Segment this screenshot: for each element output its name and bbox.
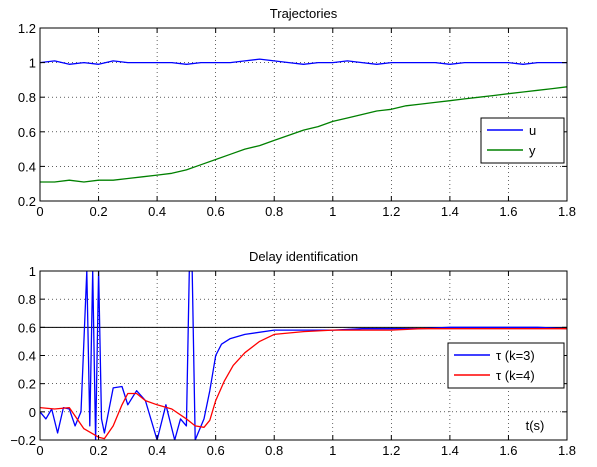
y-tick-label: 0.8	[18, 90, 36, 105]
x-tick-label: 0	[36, 443, 43, 458]
y-tick-label: −0.2	[10, 433, 36, 448]
y-tick-label: 1.2	[18, 21, 36, 36]
x-tick-label: 1.8	[558, 443, 576, 458]
legend-box	[447, 342, 565, 389]
series-line-2	[40, 86, 567, 183]
x-tick-label: 1.6	[499, 443, 517, 458]
legend-label-1: τ (k=3)	[496, 348, 535, 363]
y-tick-label: 0.2	[18, 377, 36, 392]
y-tick-label: 0	[29, 405, 36, 420]
series-group	[40, 271, 567, 440]
chart-title: Trajectories	[270, 6, 338, 21]
x-tick-label: 0.6	[207, 204, 225, 219]
legend: uy	[480, 117, 565, 164]
series-line-2	[40, 328, 567, 440]
x-tick-label: 1.2	[382, 204, 400, 219]
x-tick-label: 0.6	[207, 443, 225, 458]
y-tick-label: 1	[29, 264, 36, 279]
y-tick-label: 0.4	[18, 159, 36, 174]
legend-label-2: τ (k=4)	[496, 368, 535, 383]
x-axis-label: t(s)	[526, 418, 545, 433]
y-tick-label: 0.6	[18, 125, 36, 140]
x-tick-label: 1.4	[441, 204, 459, 219]
x-tick-label: 0	[36, 204, 43, 219]
x-tick-label: 0.4	[148, 443, 166, 458]
trajectories-plot: 0 0.2 0.4 0.6 0.8 1 1.2 1.4 1.6 1.80.20.40.60.811…	[18, 6, 576, 219]
x-tick-label: 0.2	[90, 204, 108, 219]
x-tick-label: 0.4	[148, 204, 166, 219]
legend-label-2: y	[529, 143, 536, 158]
x-tick-label: 1.2	[382, 443, 400, 458]
chart-title: Delay identification	[249, 249, 358, 264]
plot-area	[40, 28, 567, 201]
series-line-1	[40, 271, 567, 440]
x-tick-label: 0.8	[265, 443, 283, 458]
delay-identification-plot: 0 0.2 0.4 0.6 0.8 1 1.2 1.4 1.6 1.8−0.200.20.40.6…	[10, 249, 576, 458]
x-tick-label: 1	[329, 204, 336, 219]
y-tick-label: 0.2	[18, 194, 36, 209]
legend-label-1: u	[529, 123, 536, 138]
x-tick-label: 1.8	[558, 204, 576, 219]
y-tick-label: 0.4	[18, 349, 36, 364]
x-tick-label: 0.2	[90, 443, 108, 458]
x-tick-label: 1.4	[441, 443, 459, 458]
legend-box	[480, 117, 565, 164]
series-group	[40, 58, 567, 183]
y-tick-label: 0.8	[18, 292, 36, 307]
series-line-1	[40, 58, 567, 65]
x-tick-label: 1	[329, 443, 336, 458]
y-tick-label: 0.6	[18, 320, 36, 335]
axes-box	[39, 27, 568, 202]
y-tick-label: 1	[29, 56, 36, 71]
legend: τ (k=3) τ (k=4)	[447, 342, 565, 389]
x-tick-label: 0.8	[265, 204, 283, 219]
x-tick-label: 1.6	[499, 204, 517, 219]
